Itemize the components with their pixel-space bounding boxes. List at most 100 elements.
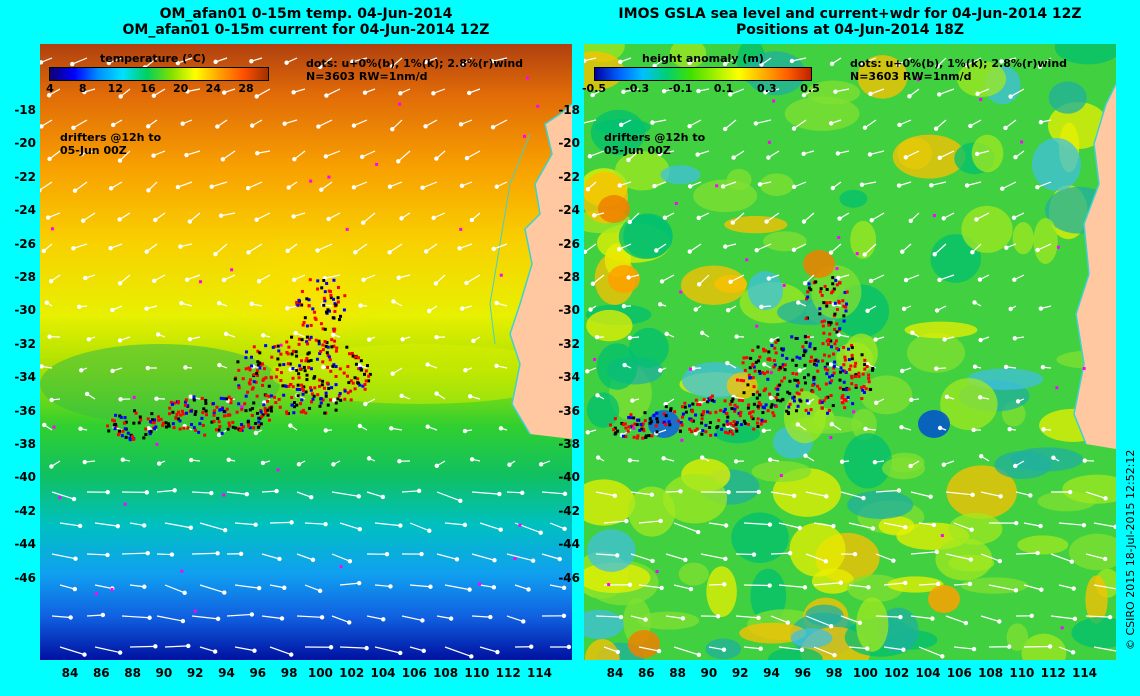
current-arrow-head bbox=[310, 557, 316, 563]
drifter-dot bbox=[819, 287, 823, 291]
drifter-dot-magenta bbox=[459, 227, 463, 231]
drifter-dot bbox=[824, 382, 828, 386]
current-arrow-head bbox=[1013, 154, 1018, 160]
drifter-dot bbox=[706, 400, 710, 404]
current-arrow bbox=[918, 522, 935, 526]
current-arrow-head bbox=[977, 277, 983, 282]
current-arrow bbox=[121, 615, 150, 619]
current-arrow bbox=[1058, 584, 1074, 590]
drifter-dot bbox=[190, 422, 194, 426]
drifter-dot bbox=[756, 425, 760, 429]
drifter-dot bbox=[629, 416, 633, 420]
current-arrow-head bbox=[285, 306, 290, 311]
drifter-dot bbox=[310, 400, 314, 404]
current-arrow-head bbox=[520, 490, 525, 495]
current-arrow-head bbox=[768, 395, 774, 401]
drifter-dot bbox=[301, 408, 305, 412]
current-arrow bbox=[945, 615, 967, 624]
drifter-dot bbox=[827, 323, 831, 327]
current-arrow-head bbox=[615, 553, 620, 558]
current-arrow-head bbox=[828, 121, 834, 126]
drifter-dot bbox=[317, 339, 321, 343]
current-arrow-head bbox=[223, 331, 229, 337]
drifter-dot bbox=[762, 347, 766, 351]
drifter-dot bbox=[164, 425, 168, 429]
drifter-dot bbox=[729, 422, 733, 426]
current-arrow-head bbox=[967, 581, 973, 587]
current-arrow-head bbox=[627, 458, 633, 463]
drifter-dot bbox=[828, 375, 832, 379]
drifter-dot bbox=[832, 364, 836, 368]
current-arrow-head bbox=[864, 646, 870, 651]
drifter-dot bbox=[291, 385, 295, 389]
drifter-dot bbox=[267, 406, 271, 410]
drifter-dot bbox=[751, 392, 755, 396]
drifter-dot bbox=[725, 419, 729, 423]
current-arrow bbox=[366, 491, 384, 498]
drifter-dot bbox=[238, 428, 242, 432]
current-arrow-head bbox=[585, 430, 590, 435]
drifter-dot bbox=[750, 415, 754, 419]
drifter-dot bbox=[788, 379, 792, 383]
drifter-dot bbox=[755, 421, 759, 425]
drifter-dot bbox=[741, 361, 745, 365]
current-arrow-head bbox=[457, 246, 462, 251]
drifter-dot bbox=[313, 375, 317, 379]
current-arrow-head bbox=[830, 185, 836, 191]
current-arrow-head bbox=[979, 454, 984, 459]
drifter-dot bbox=[142, 436, 146, 440]
y-tick-label: -40 bbox=[558, 470, 580, 485]
drifter-dot bbox=[850, 357, 854, 361]
drifter-dot bbox=[332, 344, 336, 348]
current-arrow-head bbox=[618, 122, 624, 128]
drifter-dot bbox=[277, 349, 281, 353]
drifter-dot bbox=[201, 411, 205, 415]
drifter-dot bbox=[223, 414, 227, 418]
current-arrow-head bbox=[399, 216, 404, 221]
current-arrow bbox=[86, 614, 103, 617]
current-arrow bbox=[119, 150, 131, 161]
current-arrow bbox=[778, 584, 806, 588]
current-arrow bbox=[51, 491, 75, 500]
current-arrow bbox=[191, 552, 218, 555]
current-arrow-head bbox=[785, 620, 791, 625]
current-arrow bbox=[870, 274, 885, 282]
drifter-dot-magenta bbox=[1020, 140, 1024, 144]
current-arrow bbox=[409, 646, 424, 652]
drifter-dot bbox=[295, 387, 299, 391]
current-arrow bbox=[479, 584, 494, 588]
sea-level-map-panel[interactable] bbox=[584, 44, 1116, 660]
drifter-dot bbox=[807, 286, 811, 290]
current-arrow-head bbox=[728, 92, 733, 97]
current-arrow bbox=[409, 584, 431, 588]
drifter-dot bbox=[172, 426, 176, 430]
current-arrow-head bbox=[754, 248, 759, 253]
current-arrow-head bbox=[869, 218, 874, 223]
current-arrow bbox=[864, 243, 877, 256]
anomaly-blob bbox=[726, 168, 752, 191]
drifter-dot bbox=[808, 359, 812, 363]
current-arrow-head bbox=[1003, 125, 1008, 131]
drifter-dot bbox=[735, 420, 739, 424]
current-arrow bbox=[324, 274, 341, 279]
anomaly-blob bbox=[803, 250, 835, 278]
current-arrow bbox=[778, 646, 803, 651]
current-arrow-head bbox=[100, 612, 106, 618]
temperature-map-panel[interactable] bbox=[40, 44, 572, 660]
current-arrow-head bbox=[179, 300, 184, 306]
drifter-dot bbox=[152, 421, 156, 425]
anomaly-blob bbox=[1012, 222, 1034, 255]
current-arrow-head bbox=[151, 153, 156, 158]
current-arrow-head bbox=[1012, 277, 1017, 282]
drifter-dot bbox=[311, 307, 315, 311]
drifter-dot bbox=[244, 394, 248, 398]
drifter-dot bbox=[244, 409, 248, 413]
drifter-dot bbox=[178, 419, 182, 423]
drifter-dot bbox=[777, 368, 781, 372]
current-arrow-head bbox=[347, 558, 353, 564]
current-arrow-head bbox=[72, 188, 78, 193]
drifter-dot bbox=[826, 368, 830, 372]
drifter-dot bbox=[318, 352, 322, 356]
drifter-dot bbox=[761, 371, 765, 375]
drifter-dot bbox=[735, 405, 739, 409]
